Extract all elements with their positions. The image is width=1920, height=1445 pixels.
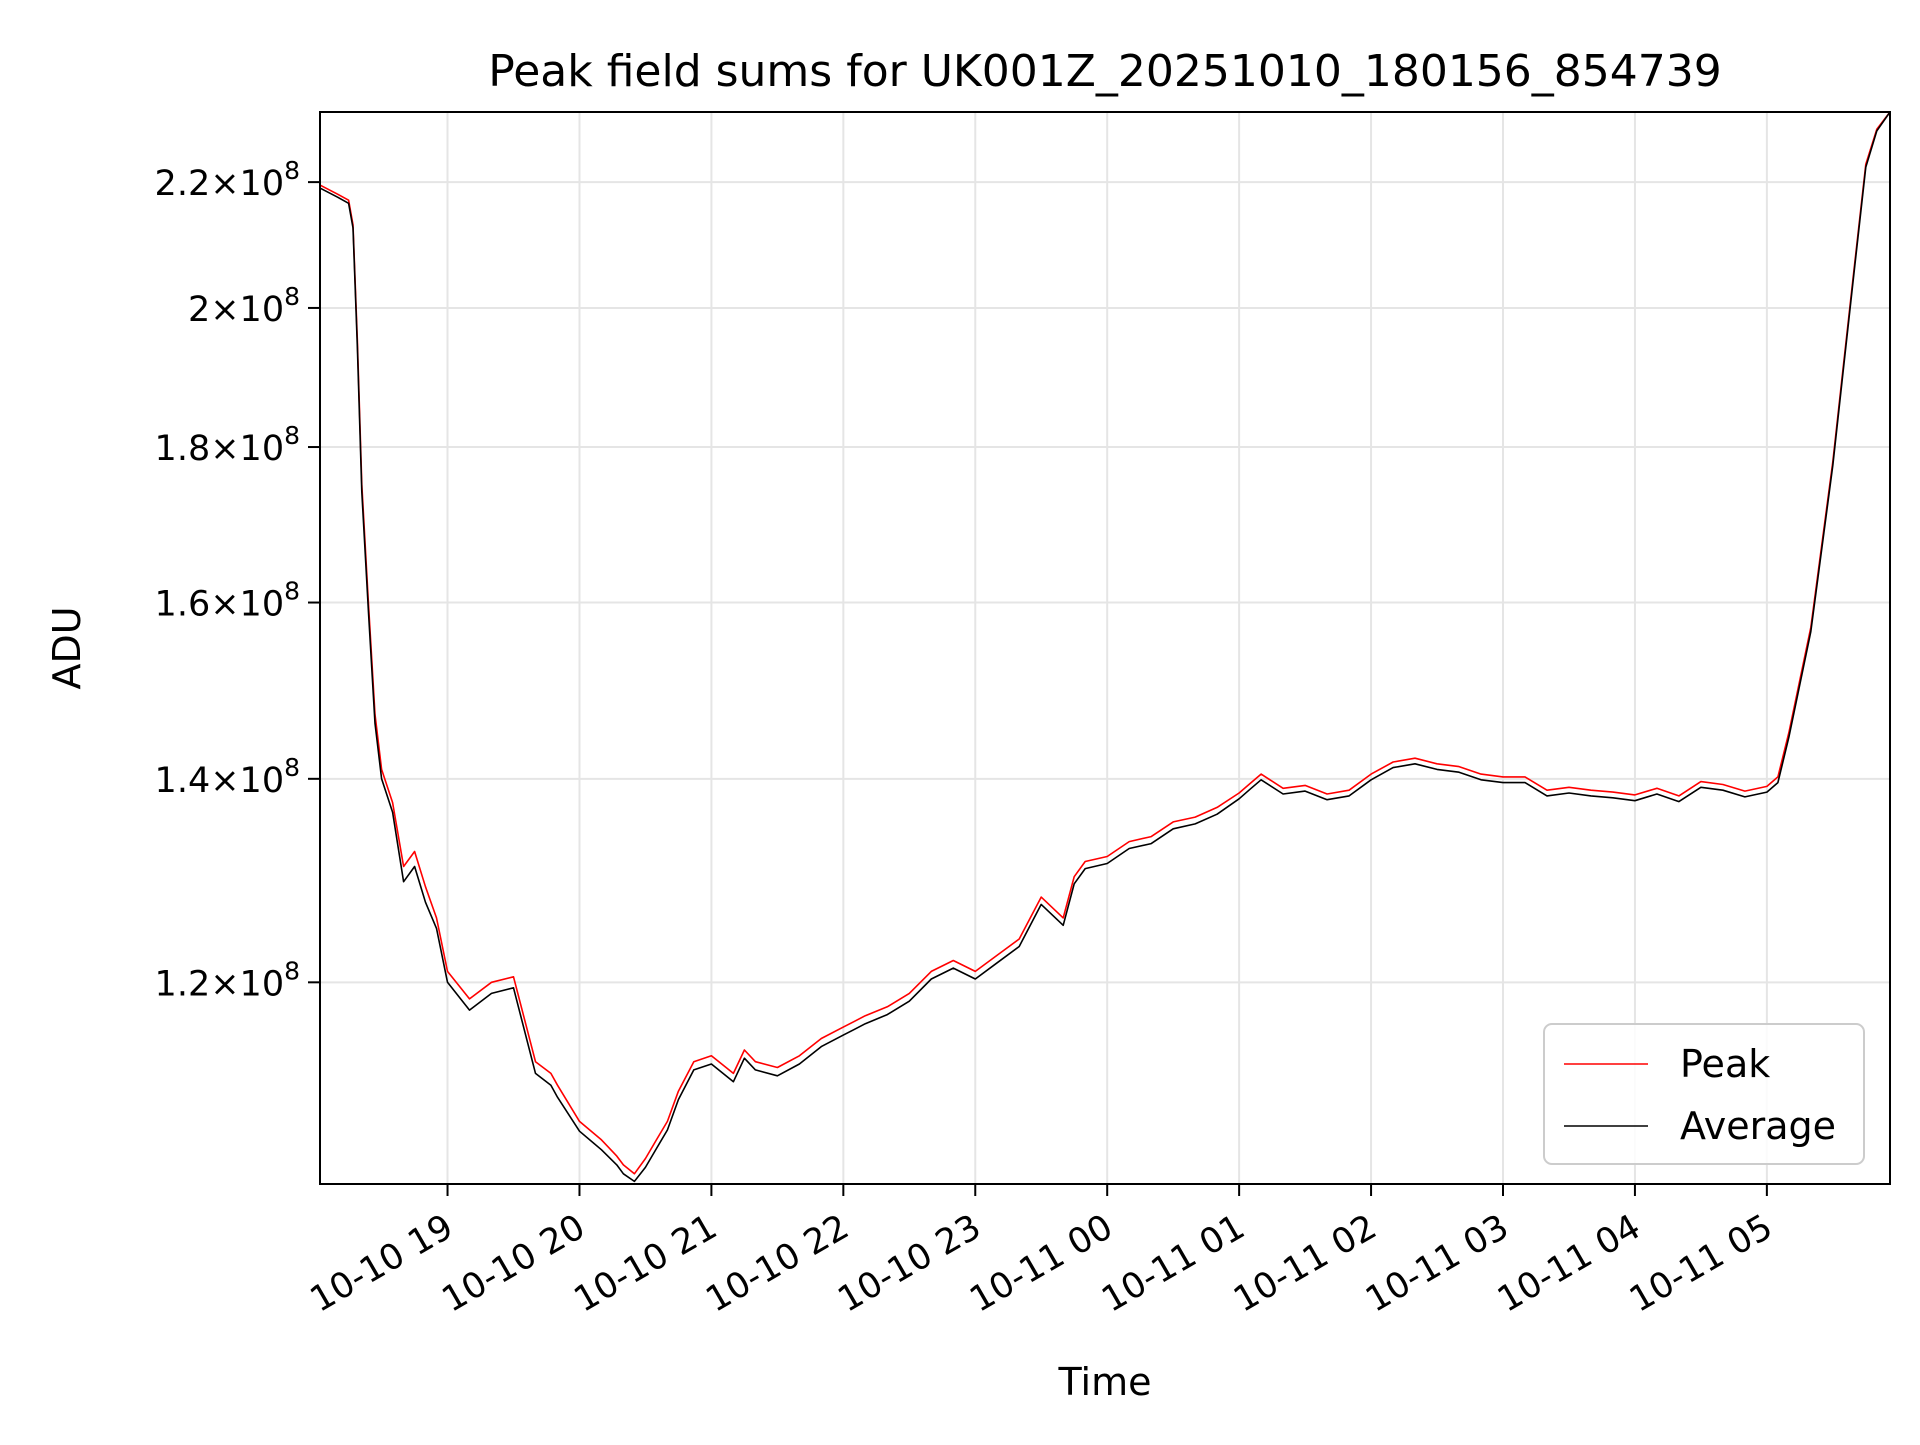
series-line-average: [319, 111, 1891, 1183]
y-tick-mantissa: 2: [188, 290, 210, 330]
x-axis-label: Time: [1058, 1360, 1152, 1404]
chart-title: Peak field sums for UK001Z_20251010_1801…: [488, 46, 1722, 97]
y-tick-exponent: 8: [284, 156, 300, 185]
y-tick-exponent: 8: [284, 282, 300, 311]
plot-frame: [319, 111, 1891, 1185]
y-tick-label: 1.2×108: [155, 956, 300, 1004]
y-tick-mantissa: 1.4: [155, 761, 211, 801]
series-line-peak: [319, 111, 1891, 1175]
y-tick-times: ×10: [210, 164, 284, 204]
y-tick-mantissa: 1.8: [155, 429, 211, 469]
y-tick-times: ×10: [210, 964, 284, 1004]
series-lines: [319, 111, 1891, 1183]
y-axis-label: ADU: [45, 606, 89, 689]
y-tick-exponent: 8: [284, 956, 300, 985]
y-tick-exponent: 8: [284, 577, 300, 606]
y-tick-times: ×10: [210, 761, 284, 801]
legend-label: Average: [1680, 1104, 1836, 1148]
y-tick-times: ×10: [210, 585, 284, 625]
y-tick-mantissa: 2.2: [155, 164, 211, 204]
y-tick-mantissa: 1.6: [155, 585, 211, 625]
y-tick-label: 2.2×108: [155, 156, 300, 204]
y-tick-exponent: 8: [284, 421, 300, 450]
y-tick-label: 2×108: [188, 282, 300, 330]
y-tick-label: 1.6×108: [155, 577, 300, 625]
y-tick-label: 1.4×108: [155, 753, 300, 801]
y-tick-label: 1.8×108: [155, 421, 300, 469]
y-tick-mantissa: 1.2: [155, 964, 211, 1004]
grid: [320, 112, 1890, 1184]
legend: Peak Average: [1543, 1023, 1865, 1165]
y-tick-exponent: 8: [284, 753, 300, 782]
legend-label: Peak: [1680, 1042, 1770, 1086]
y-tick-times: ×10: [210, 290, 284, 330]
y-tick-times: ×10: [210, 429, 284, 469]
legend-box: [1543, 1023, 1865, 1165]
